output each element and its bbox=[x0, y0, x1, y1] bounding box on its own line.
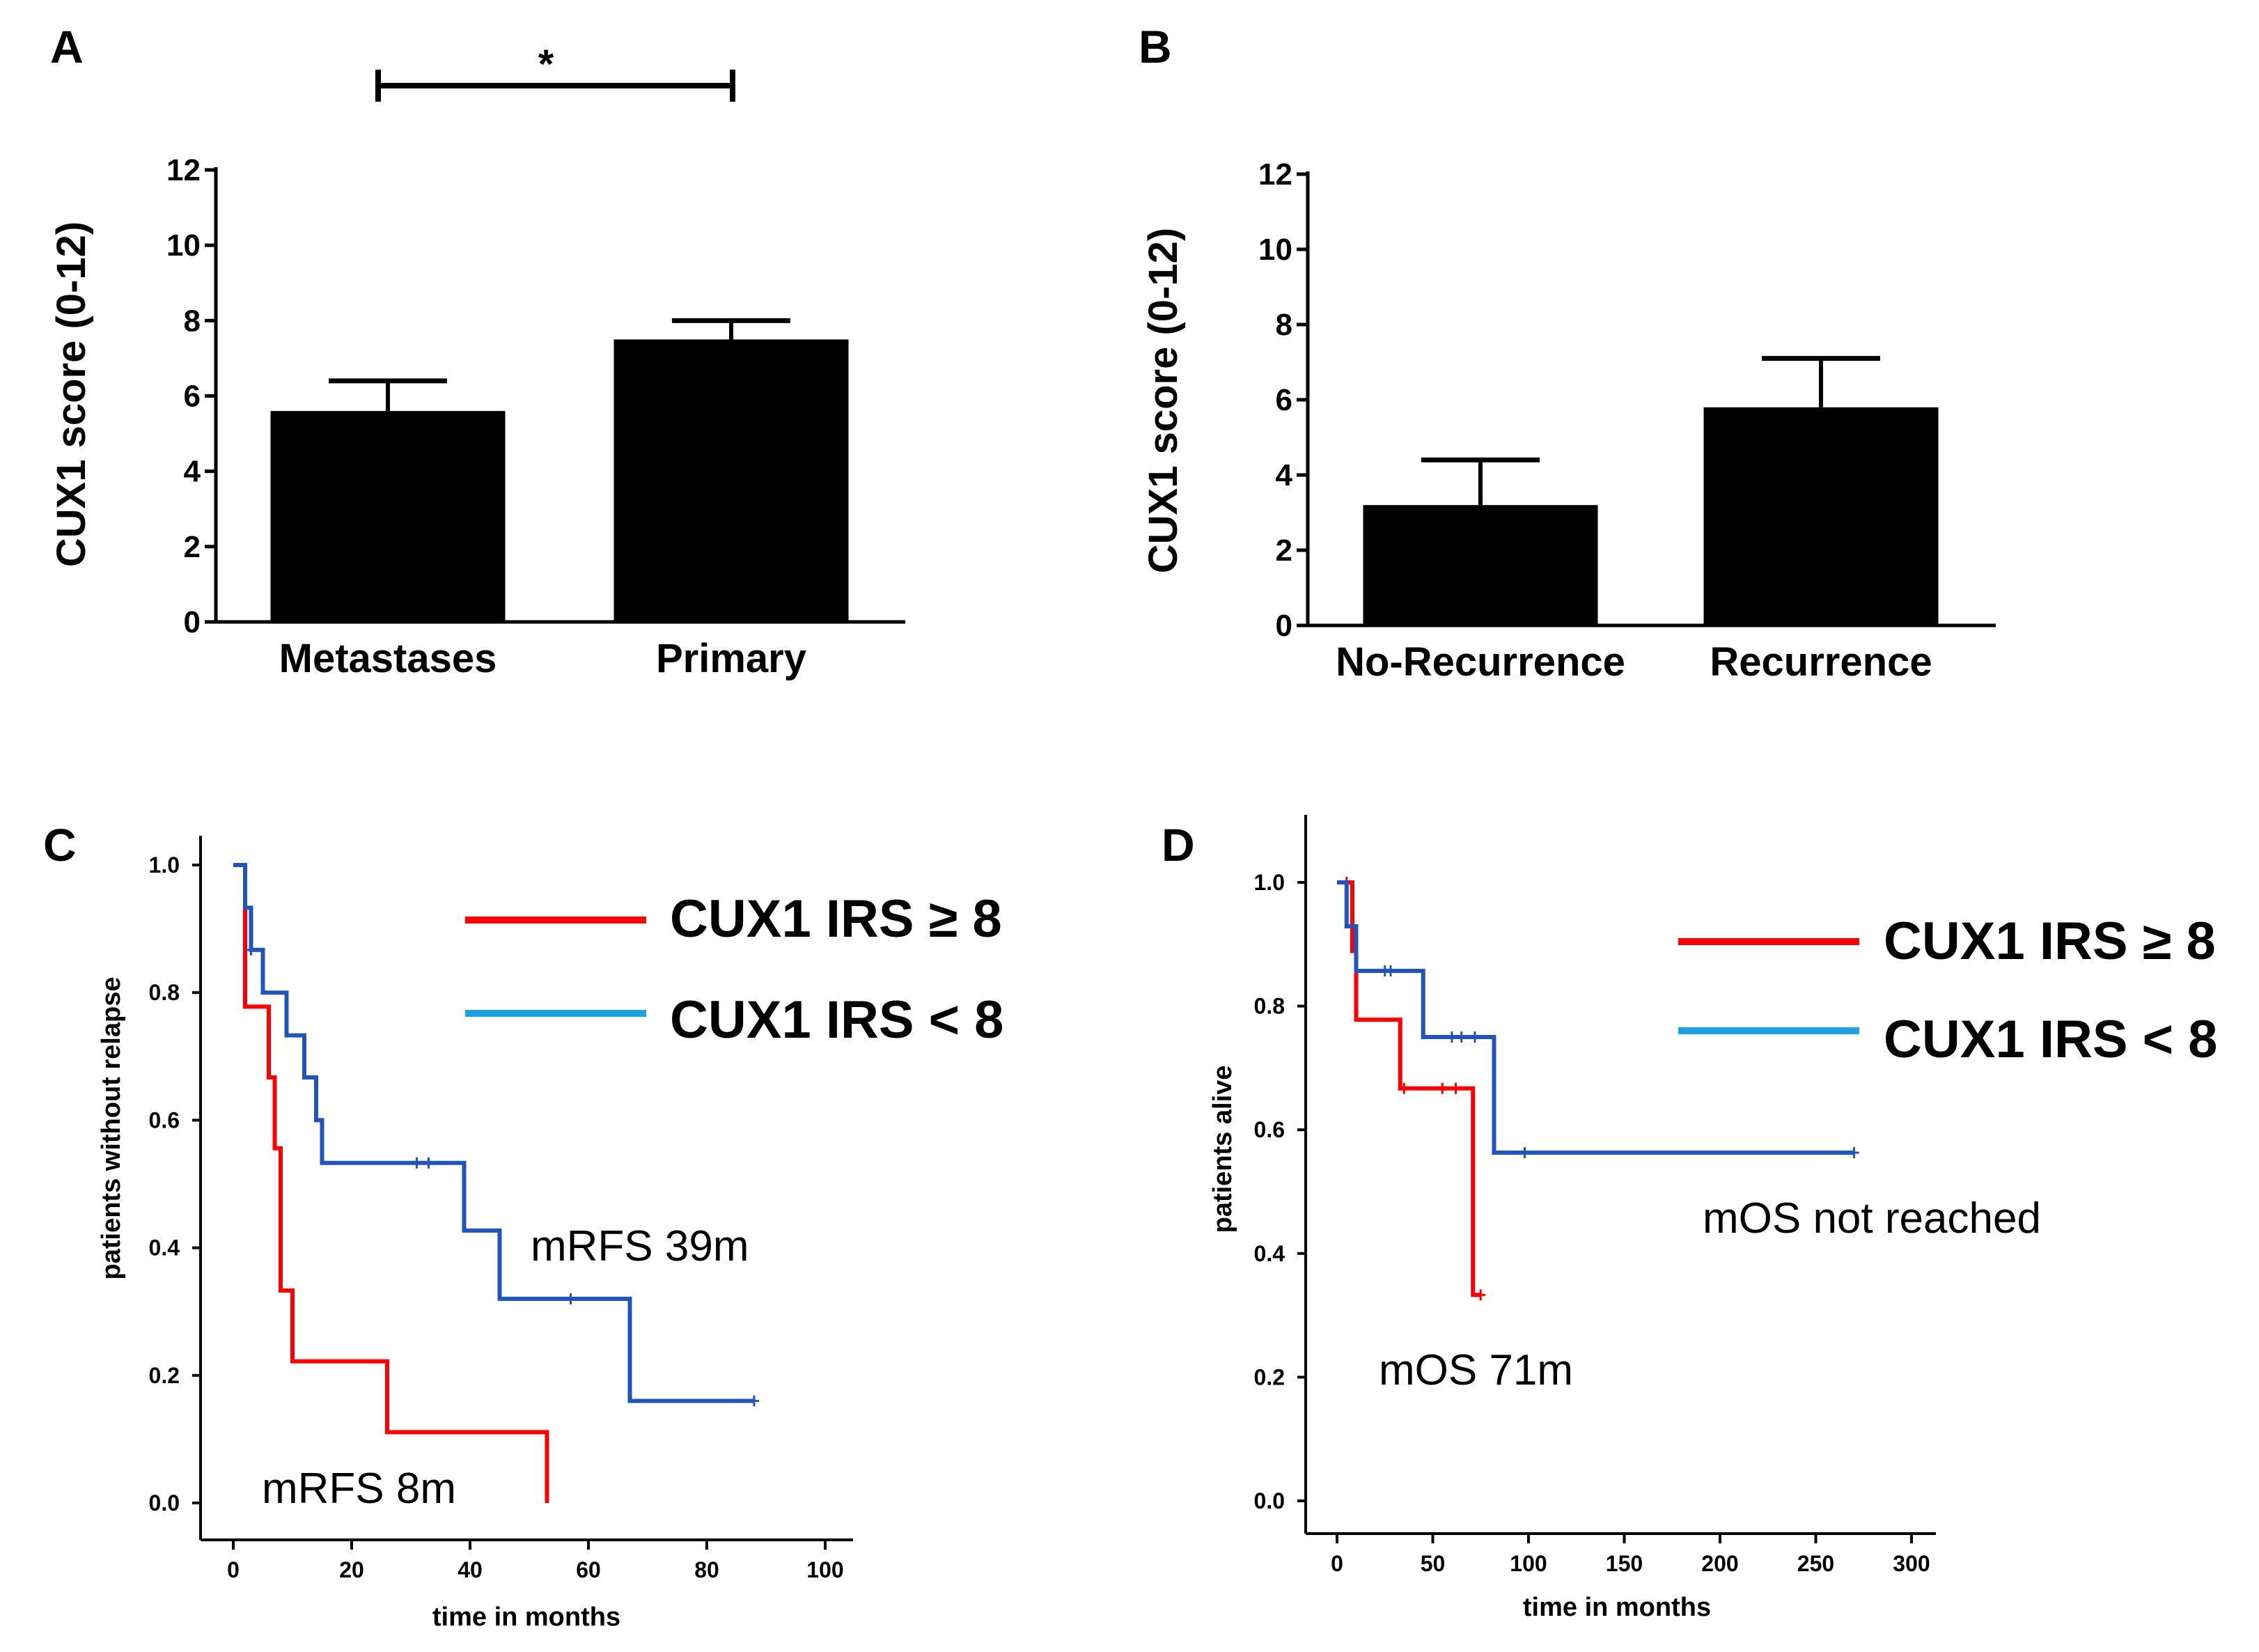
panel-c-legend: CUX1 IRS ≥ 8 CUX1 IRS < 8 bbox=[465, 889, 1003, 1050]
y-tick-label: 6 bbox=[184, 380, 201, 414]
y-tick-label: 4 bbox=[184, 455, 201, 489]
panel-d-y-tick-label: 1.0 bbox=[1254, 870, 1285, 895]
panel-d-x-tick-label: 300 bbox=[1893, 1551, 1930, 1576]
panel-c-x-tick-label: 40 bbox=[458, 1557, 483, 1582]
panel-c-x-tick-label: 20 bbox=[339, 1557, 364, 1582]
y-tick-label: 10 bbox=[166, 228, 201, 263]
panel-a: A * CUX1 score (0-12) 0 2 4 6 8 10 12 Metastase… bbox=[49, 21, 905, 681]
panel-c-x-tick-label: 100 bbox=[806, 1557, 843, 1582]
panel-d-curve-high bbox=[1337, 880, 1481, 1298]
y-tick-label: 8 bbox=[184, 304, 201, 338]
panel-c-y-tick-label: 1.0 bbox=[149, 852, 180, 878]
panel-c-x-axis-label: time in months bbox=[432, 1603, 620, 1632]
panel-d: D patients alive time in months 0.0 0.2 0.… bbox=[1162, 815, 2217, 1622]
panel-d-y-tick-label: 0.6 bbox=[1254, 1117, 1285, 1142]
panel-d-x-tick-label: 150 bbox=[1606, 1551, 1643, 1576]
x-category-label: Primary bbox=[656, 636, 806, 681]
y-tick-label: 2 bbox=[184, 530, 201, 564]
panel-a-letter: A bbox=[50, 21, 84, 72]
legend-label-low: CUX1 IRS < 8 bbox=[670, 990, 1003, 1050]
significance-bracket bbox=[375, 70, 735, 102]
panel-d-y-tick-label: 0.0 bbox=[1254, 1488, 1285, 1513]
panel-d-x-tick-label: 0 bbox=[1331, 1551, 1343, 1576]
panel-d-x-tick-label: 50 bbox=[1421, 1551, 1446, 1576]
panel-d-y-tick-label: 0.4 bbox=[1254, 1241, 1285, 1266]
y-tick-label: 2 bbox=[1276, 533, 1292, 568]
panel-d-curve-low bbox=[1337, 880, 1854, 1155]
panel-d-annotation-mos-not-reached: mOS not reached bbox=[1703, 1194, 2041, 1242]
panel-d-legend: CUX1 IRS ≥ 8 CUX1 IRS < 8 bbox=[1678, 912, 2217, 1069]
panel-c-y-tick-label: 0.8 bbox=[149, 980, 180, 1005]
panel-d-x-tick-label: 100 bbox=[1510, 1551, 1547, 1576]
panel-d-x-axis-label: time in months bbox=[1523, 1593, 1711, 1622]
panel-c-y-axis-label: patients without relapse bbox=[97, 977, 126, 1280]
panel-b-letter: B bbox=[1139, 21, 1172, 72]
x-category-label: Recurrence bbox=[1710, 639, 1932, 685]
x-category-label: Metastases bbox=[279, 636, 497, 681]
panel-c-y-tick-label: 0.0 bbox=[149, 1490, 180, 1515]
panel-c-letter: C bbox=[43, 819, 77, 871]
panel-a-y-axis-label: CUX1 score (0-12) bbox=[49, 221, 94, 567]
panel-d-annotation-mos-71m: mOS 71m bbox=[1379, 1346, 1573, 1394]
panel-b-y-axis-label: CUX1 score (0-12) bbox=[1141, 228, 1186, 573]
panel-c-x-tick-label: 60 bbox=[576, 1557, 601, 1582]
panel-d-x-tick-label: 250 bbox=[1797, 1551, 1834, 1576]
bar-no-recurrence bbox=[1363, 505, 1598, 625]
panel-c-curve-low bbox=[233, 863, 754, 1403]
panel-c-x-tick-label: 0 bbox=[227, 1557, 240, 1582]
panel-c-y-tick-label: 0.2 bbox=[149, 1363, 180, 1388]
y-tick-label: 6 bbox=[1276, 383, 1292, 417]
panel-c-curve-high bbox=[233, 863, 549, 1503]
bar-primary bbox=[613, 339, 849, 622]
panel-c-y-tick-label: 0.6 bbox=[149, 1107, 180, 1132]
panel-c-annotation-mrfs-8m: mRFS 8m bbox=[262, 1465, 456, 1513]
panel-c-annotation-mrfs-39m: mRFS 39m bbox=[531, 1222, 749, 1270]
panel-b: B CUX1 score (0-12) 0 2 4 6 8 10 12 No-Recurren… bbox=[1139, 21, 1996, 685]
legend-label-high: CUX1 IRS ≥ 8 bbox=[1884, 912, 2216, 971]
panel-c-y-tick-label: 0.4 bbox=[149, 1236, 180, 1261]
legend-label-low: CUX1 IRS < 8 bbox=[1884, 1010, 2217, 1069]
y-tick-label: 0 bbox=[1276, 609, 1292, 643]
y-tick-label: 12 bbox=[1258, 157, 1292, 192]
panel-c-x-tick-label: 80 bbox=[694, 1557, 719, 1582]
y-tick-label: 0 bbox=[184, 605, 201, 639]
panel-d-y-tick-label: 0.2 bbox=[1254, 1364, 1285, 1389]
x-category-label: No-Recurrence bbox=[1336, 639, 1625, 685]
y-tick-label: 12 bbox=[166, 153, 201, 187]
y-tick-label: 10 bbox=[1258, 233, 1292, 267]
panel-d-letter: D bbox=[1162, 819, 1195, 871]
y-tick-label: 8 bbox=[1276, 308, 1292, 342]
y-tick-label: 4 bbox=[1276, 458, 1293, 492]
legend-label-high: CUX1 IRS ≥ 8 bbox=[670, 889, 1002, 949]
bar-metastases bbox=[270, 411, 506, 622]
panel-c: C patients without relapse time in month… bbox=[43, 819, 1003, 1632]
panel-d-x-tick-label: 200 bbox=[1701, 1551, 1738, 1576]
significance-star: * bbox=[538, 42, 554, 87]
panel-d-y-axis-label: patients alive bbox=[1208, 1066, 1237, 1233]
panel-d-y-tick-label: 0.8 bbox=[1254, 994, 1285, 1019]
bar-recurrence bbox=[1703, 407, 1939, 625]
